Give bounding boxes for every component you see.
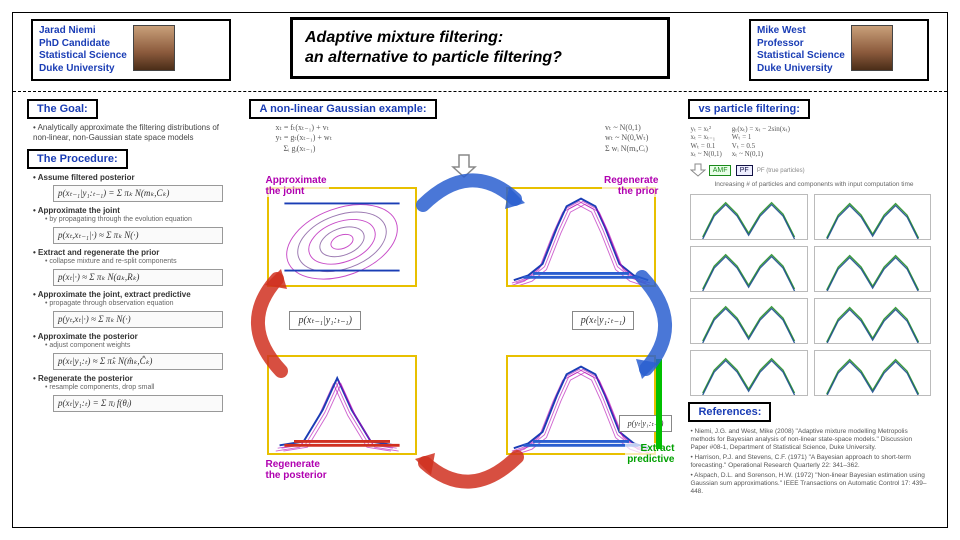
mini-plot xyxy=(814,298,931,344)
column-middle: A non-linear Gaussian example: xₜ = fₜ(x… xyxy=(245,97,678,521)
mini-plot xyxy=(690,246,807,292)
label-procedure: The Procedure: xyxy=(27,149,128,169)
author-name: Jarad Niemi xyxy=(39,25,127,38)
author-role: PhD Candidate xyxy=(39,38,127,51)
avatar-left xyxy=(133,25,175,71)
reference-item: • Alspach, D.L. and Sorenson, H.W. (1972… xyxy=(690,472,931,496)
label-extract-predictive: Extract predictive xyxy=(625,443,676,465)
label-regen-prior: Regenerate the prior xyxy=(602,175,660,197)
author-left-box: Jarad Niemi PhD Candidate Statistical Sc… xyxy=(31,19,231,81)
vs-tags: AMF PF PF (true particles) xyxy=(684,161,937,179)
comparison-grid xyxy=(684,190,937,400)
mini-plot xyxy=(690,350,807,396)
author-inst: Duke University xyxy=(757,63,845,76)
author-right-box: Mike West Professor Statistical Science … xyxy=(749,19,929,81)
poster-frame: Jarad Niemi PhD Candidate Statistical Sc… xyxy=(12,12,948,528)
title-line1: Adaptive mixture filtering: xyxy=(305,29,503,46)
procedure-step: • Approximate the joint, extract predict… xyxy=(33,290,233,300)
procedure-substep: • adjust component weights xyxy=(33,342,233,351)
reference-item: • Harrison, P.J. and Stevens, C.F. (1971… xyxy=(690,454,931,470)
procedure-equation: p(xₜ₋₁|y₁:ₜ₋₁) = Σ πₖ N(mₖ,Cₖ) xyxy=(53,185,223,202)
procedure-step: • Regenerate the posterior xyxy=(33,374,233,384)
label-example: A non-linear Gaussian example: xyxy=(249,99,436,119)
procedure-equation: p(xₜ|·) ≈ Σ πₖ N(aₖ,Rₖ) xyxy=(53,269,223,286)
vs-equations: yₜ = xₜ² xₜ = xₜ₋₁ Wₜ = 0.1 xₜ ~ N(0,1) … xyxy=(684,123,937,161)
procedure-equation: p(yₜ,xₜ|·) ≈ Σ πₖ N(·) xyxy=(53,311,223,328)
label-approx-joint: Approximate the joint xyxy=(263,175,328,197)
example-equations: xₜ = fₜ(xₜ₋₁) + vₜ yₜ = gₜ(xₜ₋₁) + wₜ Σᵢ… xyxy=(245,123,678,156)
author-role: Professor xyxy=(757,38,845,51)
procedure-substep: • propagate through observation equation xyxy=(33,300,233,309)
columns: The Goal: • Analytically approximate the… xyxy=(23,97,937,521)
author-inst: Duke University xyxy=(39,63,127,76)
arrow-bottom-icon xyxy=(415,447,525,497)
mini-plot xyxy=(690,194,807,240)
vs-eq-right: gₜ(xₜ) = xₜ − 2sin(xₜ) Wₜ = 1 Vₜ = 0.5 x… xyxy=(732,125,790,159)
avatar-right xyxy=(851,25,893,71)
arrow-down-small-icon xyxy=(690,163,706,177)
eq-prior-right: p(xₜ|y₁:ₜ₋₁) xyxy=(572,311,635,330)
procedure-substep: • resample components, drop small xyxy=(33,384,233,393)
column-right: vs particle filtering: yₜ = xₜ² xₜ = xₜ₋… xyxy=(684,97,937,521)
label-refs: References: xyxy=(688,402,771,422)
eq-right: vₜ ~ N(0,1) wₜ ~ N(0,Wₜ) Σ wᵢ N(mᵢ,Cᵢ) xyxy=(605,123,648,154)
title-line2: an alternative to particle filtering? xyxy=(305,49,562,66)
mini-plot xyxy=(814,194,931,240)
procedure-step: • Assume filtered posterior xyxy=(33,173,233,183)
goal-text: • Analytically approximate the filtering… xyxy=(23,123,239,147)
title: Adaptive mixture filtering: an alternati… xyxy=(305,28,655,68)
reference-item: • Niemi, J.G. and West, Mike (2008) "Ada… xyxy=(690,428,931,452)
label-vs: vs particle filtering: xyxy=(688,99,809,119)
tag-amf: AMF xyxy=(709,165,732,176)
divider xyxy=(13,91,947,92)
arrow-right-icon xyxy=(630,269,680,379)
vs-note: Increasing # of particles and components… xyxy=(684,179,937,190)
cycle-diagram: Approximate the joint Regenerate the pri… xyxy=(245,159,678,521)
mini-plot xyxy=(690,298,807,344)
references-list: • Niemi, J.G. and West, Mike (2008) "Ada… xyxy=(684,426,937,501)
eq-left: xₜ = fₜ(xₜ₋₁) + vₜ yₜ = gₜ(xₜ₋₁) + wₜ Σᵢ… xyxy=(275,123,332,154)
author-left-text: Jarad Niemi PhD Candidate Statistical Sc… xyxy=(39,25,127,75)
procedure-step: • Approximate the joint xyxy=(33,206,233,216)
title-box: Adaptive mixture filtering: an alternati… xyxy=(290,17,670,79)
procedure-step: • Extract and regenerate the prior xyxy=(33,248,233,258)
label-regen-posterior: Regenerate the posterior xyxy=(263,459,328,481)
tag-pf-true: PF (true particles) xyxy=(757,168,805,174)
author-name: Mike West xyxy=(757,25,845,38)
arrow-left-icon xyxy=(243,269,293,379)
author-dept: Statistical Science xyxy=(757,50,845,63)
procedure-substep: • by propagating through the evolution e… xyxy=(33,216,233,225)
author-dept: Statistical Science xyxy=(39,50,127,63)
author-right-text: Mike West Professor Statistical Science … xyxy=(757,25,845,75)
tag-pf: PF xyxy=(736,165,753,176)
label-goal: The Goal: xyxy=(27,99,98,119)
procedure-substep: • collapse mixture and re-split componen… xyxy=(33,258,233,267)
header: Jarad Niemi PhD Candidate Statistical Sc… xyxy=(13,13,947,87)
eq-prior-left: p(xₜ₋₁|y₁:ₜ₋₁) xyxy=(289,311,361,330)
arrow-top-icon xyxy=(415,165,525,215)
procedure-list: • Assume filtered posterior p(xₜ₋₁|y₁:ₜ₋₁… xyxy=(23,173,239,420)
procedure-equation: p(xₜ|y₁:ₜ) = Σ πⱼ f(θⱼ) xyxy=(53,395,223,412)
eq-predictive: p(yₜ|y₁:ₜ₋₁) xyxy=(619,415,673,432)
vs-eq-left: yₜ = xₜ² xₜ = xₜ₋₁ Wₜ = 0.1 xₜ ~ N(0,1) xyxy=(690,125,721,159)
procedure-equation: p(xₜ|y₁:ₜ) ≈ Σ π̂ₖ N(m̂ₖ,Ĉₖ) xyxy=(53,353,223,370)
procedure-step: • Approximate the posterior xyxy=(33,332,233,342)
column-left: The Goal: • Analytically approximate the… xyxy=(23,97,239,521)
procedure-equation: p(xₜ,xₜ₋₁|·) ≈ Σ πₖ N(·) xyxy=(53,227,223,244)
mini-plot xyxy=(814,350,931,396)
mini-plot xyxy=(814,246,931,292)
